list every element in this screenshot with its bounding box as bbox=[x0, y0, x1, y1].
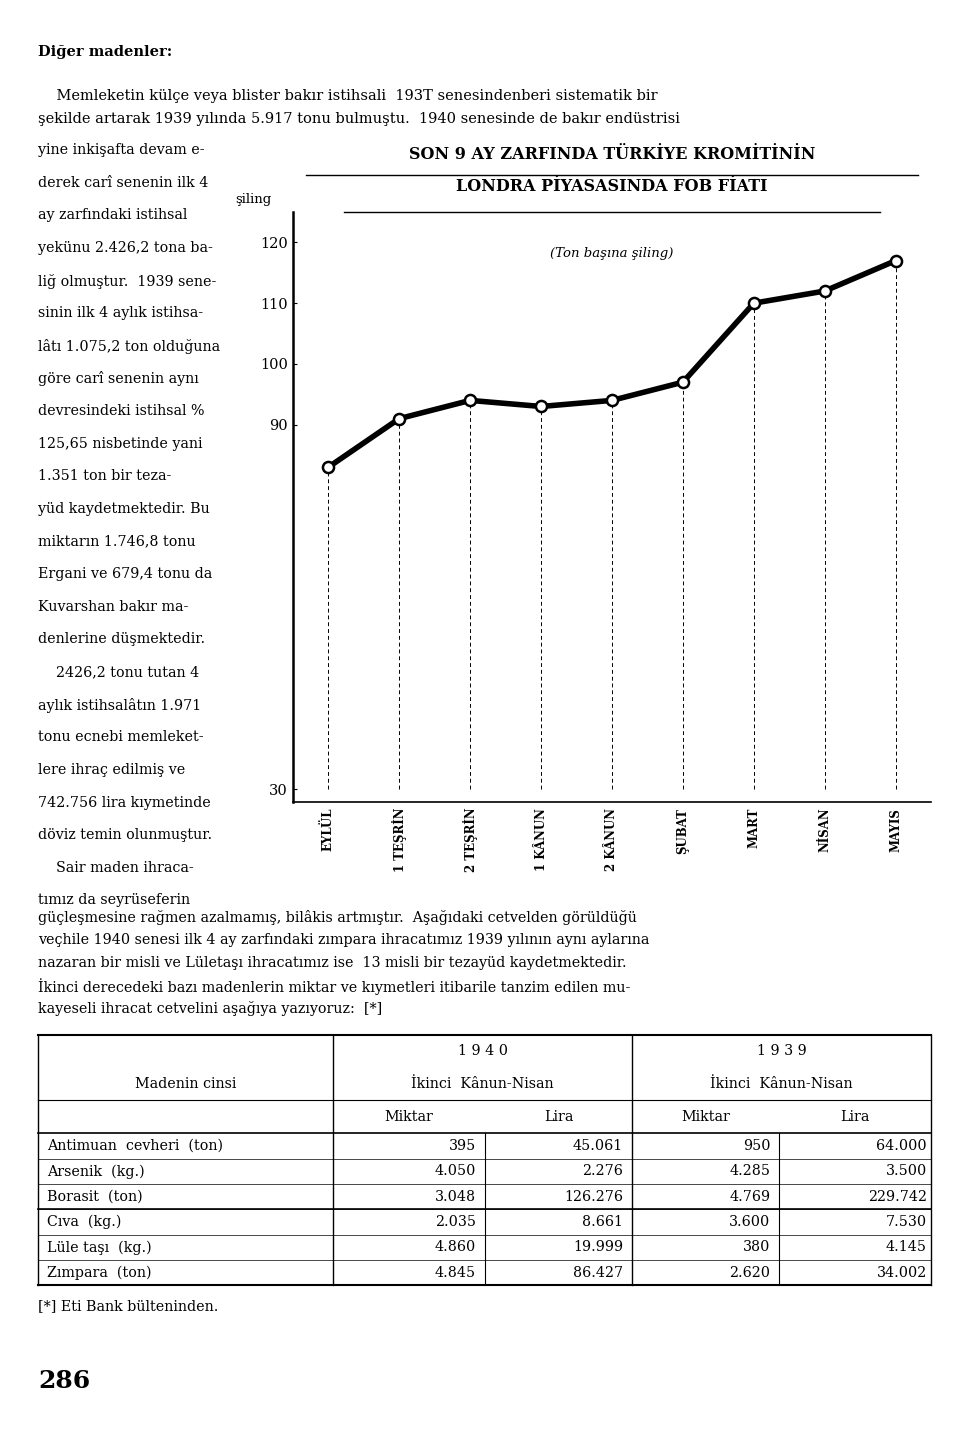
Text: SON 9 AY ZARFINDA TÜRKİYE KROMİTİNİN: SON 9 AY ZARFINDA TÜRKİYE KROMİTİNİN bbox=[409, 146, 815, 163]
Text: yine inkişafta devam e-: yine inkişafta devam e- bbox=[38, 143, 205, 157]
Text: 742.756 lira kıymetinde: 742.756 lira kıymetinde bbox=[38, 796, 211, 810]
Text: 19.999: 19.999 bbox=[573, 1241, 623, 1255]
Text: LONDRA PİYASASINDA FOB FİATI: LONDRA PİYASASINDA FOB FİATI bbox=[456, 177, 768, 195]
Text: Madenin cinsi: Madenin cinsi bbox=[135, 1078, 236, 1090]
Text: 125,65 nisbetinde yani: 125,65 nisbetinde yani bbox=[38, 436, 203, 451]
Text: güçleşmesine rağmen azalmamış, bilâkis artmıştır.  Aşağıdaki cetvelden görüldüğü: güçleşmesine rağmen azalmamış, bilâkis a… bbox=[38, 910, 637, 924]
Text: göre carî senenin aynı: göre carî senenin aynı bbox=[38, 372, 199, 386]
Text: 8.661: 8.661 bbox=[582, 1215, 623, 1229]
Text: 2426,2 tonu tutan 4: 2426,2 tonu tutan 4 bbox=[38, 665, 200, 680]
Text: nazaran bir misli ve Lületaşı ihracatımız ise  13 misli bir tezayüd kaydetmekted: nazaran bir misli ve Lületaşı ihracatımı… bbox=[38, 956, 627, 970]
Text: 126.276: 126.276 bbox=[564, 1189, 623, 1203]
Text: 4.050: 4.050 bbox=[435, 1165, 476, 1178]
Text: Zımpara  (ton): Zımpara (ton) bbox=[47, 1265, 152, 1279]
Text: 86.427: 86.427 bbox=[573, 1265, 623, 1279]
Text: 7.530: 7.530 bbox=[886, 1215, 926, 1229]
Text: [*] Eti Bank bülteninden.: [*] Eti Bank bülteninden. bbox=[38, 1299, 219, 1312]
Text: 4.860: 4.860 bbox=[435, 1241, 476, 1255]
Text: 45.061: 45.061 bbox=[573, 1139, 623, 1153]
Text: Ergani ve 679,4 tonu da: Ergani ve 679,4 tonu da bbox=[38, 567, 213, 581]
Text: 3.048: 3.048 bbox=[435, 1189, 476, 1203]
Text: Miktar: Miktar bbox=[384, 1110, 433, 1123]
Text: 2.035: 2.035 bbox=[435, 1215, 476, 1229]
Text: 1 9 4 0: 1 9 4 0 bbox=[458, 1045, 508, 1058]
Text: 1.351 ton bir teza-: 1.351 ton bir teza- bbox=[38, 469, 172, 484]
Text: kayeseli ihracat cetvelini aşağıya yazıyoruz:  [*]: kayeseli ihracat cetvelini aşağıya yazıy… bbox=[38, 1002, 383, 1016]
Text: denlerine düşmektedir.: denlerine düşmektedir. bbox=[38, 633, 205, 647]
Text: Borasit  (ton): Borasit (ton) bbox=[47, 1189, 143, 1203]
Text: 950: 950 bbox=[743, 1139, 771, 1153]
Text: (Ton başına şiling): (Ton başına şiling) bbox=[550, 248, 674, 260]
Text: şiling: şiling bbox=[235, 193, 272, 206]
Text: 64.000: 64.000 bbox=[876, 1139, 926, 1153]
Text: Lira: Lira bbox=[841, 1110, 870, 1123]
Text: İkinci derecedeki bazı madenlerin miktar ve kıymetleri itibarile tanzim edilen m: İkinci derecedeki bazı madenlerin miktar… bbox=[38, 979, 631, 996]
Text: miktarın 1.746,8 tonu: miktarın 1.746,8 tonu bbox=[38, 535, 196, 548]
Text: İkinci  Kânun-Nisan: İkinci Kânun-Nisan bbox=[411, 1078, 554, 1090]
Text: yekünu 2.426,2 tona ba-: yekünu 2.426,2 tona ba- bbox=[38, 240, 213, 255]
Text: Arsenik  (kg.): Arsenik (kg.) bbox=[47, 1165, 145, 1179]
Text: döviz temin olunmuştur.: döviz temin olunmuştur. bbox=[38, 829, 212, 841]
Text: devresindeki istihsal %: devresindeki istihsal % bbox=[38, 404, 204, 418]
Text: şekilde artarak 1939 yılında 5.917 tonu bulmuştu.  1940 senesinde de bakır endüs: şekilde artarak 1939 yılında 5.917 tonu … bbox=[38, 112, 681, 126]
Text: liğ olmuştur.  1939 sene-: liğ olmuştur. 1939 sene- bbox=[38, 273, 217, 289]
Text: 1 9 3 9: 1 9 3 9 bbox=[756, 1045, 806, 1058]
Text: 4.145: 4.145 bbox=[886, 1241, 926, 1255]
Text: Antimuan  cevheri  (ton): Antimuan cevheri (ton) bbox=[47, 1139, 224, 1153]
Text: yüd kaydetmektedir. Bu: yüd kaydetmektedir. Bu bbox=[38, 502, 210, 517]
Text: Diğer madenler:: Diğer madenler: bbox=[38, 44, 173, 59]
Text: Kuvarshan bakır ma-: Kuvarshan bakır ma- bbox=[38, 600, 189, 614]
Text: 286: 286 bbox=[38, 1369, 90, 1392]
Text: 395: 395 bbox=[448, 1139, 476, 1153]
Text: 4.285: 4.285 bbox=[730, 1165, 771, 1178]
Text: 2.276: 2.276 bbox=[583, 1165, 623, 1178]
Text: aylık istihsalâtın 1.971: aylık istihsalâtın 1.971 bbox=[38, 698, 202, 713]
Text: 3.600: 3.600 bbox=[730, 1215, 771, 1229]
Text: İkinci  Kânun-Nisan: İkinci Kânun-Nisan bbox=[710, 1078, 853, 1090]
Text: Sair maden ihraca-: Sair maden ihraca- bbox=[38, 861, 194, 874]
Text: 3.500: 3.500 bbox=[885, 1165, 926, 1178]
Text: derek carî senenin ilk 4: derek carî senenin ilk 4 bbox=[38, 176, 208, 190]
Text: 34.002: 34.002 bbox=[876, 1265, 926, 1279]
Text: tonu ecnebi memleket-: tonu ecnebi memleket- bbox=[38, 730, 204, 744]
Text: veçhile 1940 senesi ilk 4 ay zarfındaki zımpara ihracatımız 1939 yılının aynı ay: veçhile 1940 senesi ilk 4 ay zarfındaki … bbox=[38, 933, 650, 947]
Text: lere ihraç edilmiş ve: lere ihraç edilmiş ve bbox=[38, 763, 185, 777]
Text: 2.620: 2.620 bbox=[730, 1265, 771, 1279]
Text: Cıva  (kg.): Cıva (kg.) bbox=[47, 1215, 122, 1229]
Text: ay zarfındaki istihsal: ay zarfındaki istihsal bbox=[38, 209, 188, 222]
Text: 4.769: 4.769 bbox=[730, 1189, 771, 1203]
Text: Lüle taşı  (kg.): Lüle taşı (kg.) bbox=[47, 1241, 152, 1255]
Text: 4.845: 4.845 bbox=[435, 1265, 476, 1279]
Text: lâtı 1.075,2 ton olduğuna: lâtı 1.075,2 ton olduğuna bbox=[38, 339, 221, 353]
Text: Lira: Lira bbox=[543, 1110, 573, 1123]
Text: 229.742: 229.742 bbox=[868, 1189, 926, 1203]
Text: 380: 380 bbox=[743, 1241, 771, 1255]
Text: Miktar: Miktar bbox=[682, 1110, 731, 1123]
Text: Memleketin külçe veya blister bakır istihsali  193T senesindenberi sistematik bi: Memleketin külçe veya blister bakır isti… bbox=[38, 90, 658, 103]
Text: sinin ilk 4 aylık istihsa-: sinin ilk 4 aylık istihsa- bbox=[38, 306, 204, 321]
Text: tımız da seyrüseferin: tımız da seyrüseferin bbox=[38, 893, 190, 907]
